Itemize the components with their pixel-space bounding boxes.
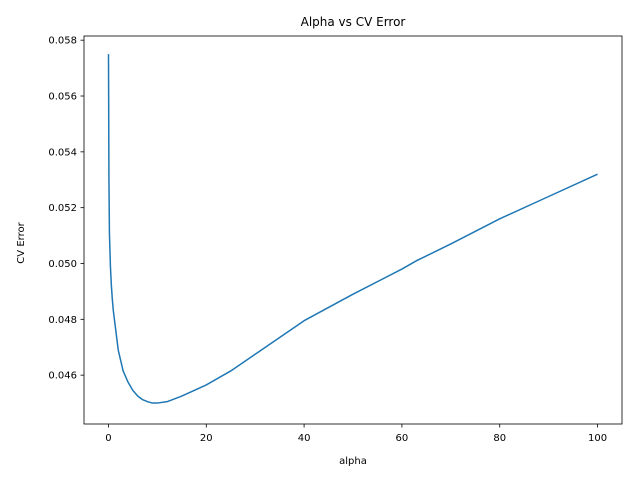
x-tick-label: 60	[396, 433, 409, 444]
y-tick-label: 0.046	[48, 371, 77, 382]
y-tick-label: 0.054	[48, 147, 77, 158]
x-tick-label: 20	[200, 433, 213, 444]
plot-frame	[83, 35, 623, 425]
y-tick-label: 0.058	[48, 36, 77, 47]
x-tick-label: 40	[298, 433, 311, 444]
x-axis-label: alpha	[339, 456, 367, 467]
y-tick-label: 0.048	[48, 315, 77, 326]
x-tick-label: 0	[105, 433, 111, 444]
y-axis-ticks: 0.046 0.048 0.050 0.052 0.054 0.056 0.058	[48, 36, 84, 382]
y-axis-label: CV Error	[16, 221, 27, 263]
x-tick-label: 80	[493, 433, 506, 444]
x-axis-ticks: 0 20 40 60 80 100	[105, 424, 607, 444]
y-tick-label: 0.056	[48, 92, 77, 103]
y-tick-label: 0.050	[48, 259, 77, 270]
y-tick-label: 0.052	[48, 203, 77, 214]
chart-title: Alpha vs CV Error	[301, 15, 406, 29]
plot-area	[107, 54, 598, 404]
x-tick-label: 100	[588, 433, 607, 444]
series-line	[107, 54, 598, 404]
